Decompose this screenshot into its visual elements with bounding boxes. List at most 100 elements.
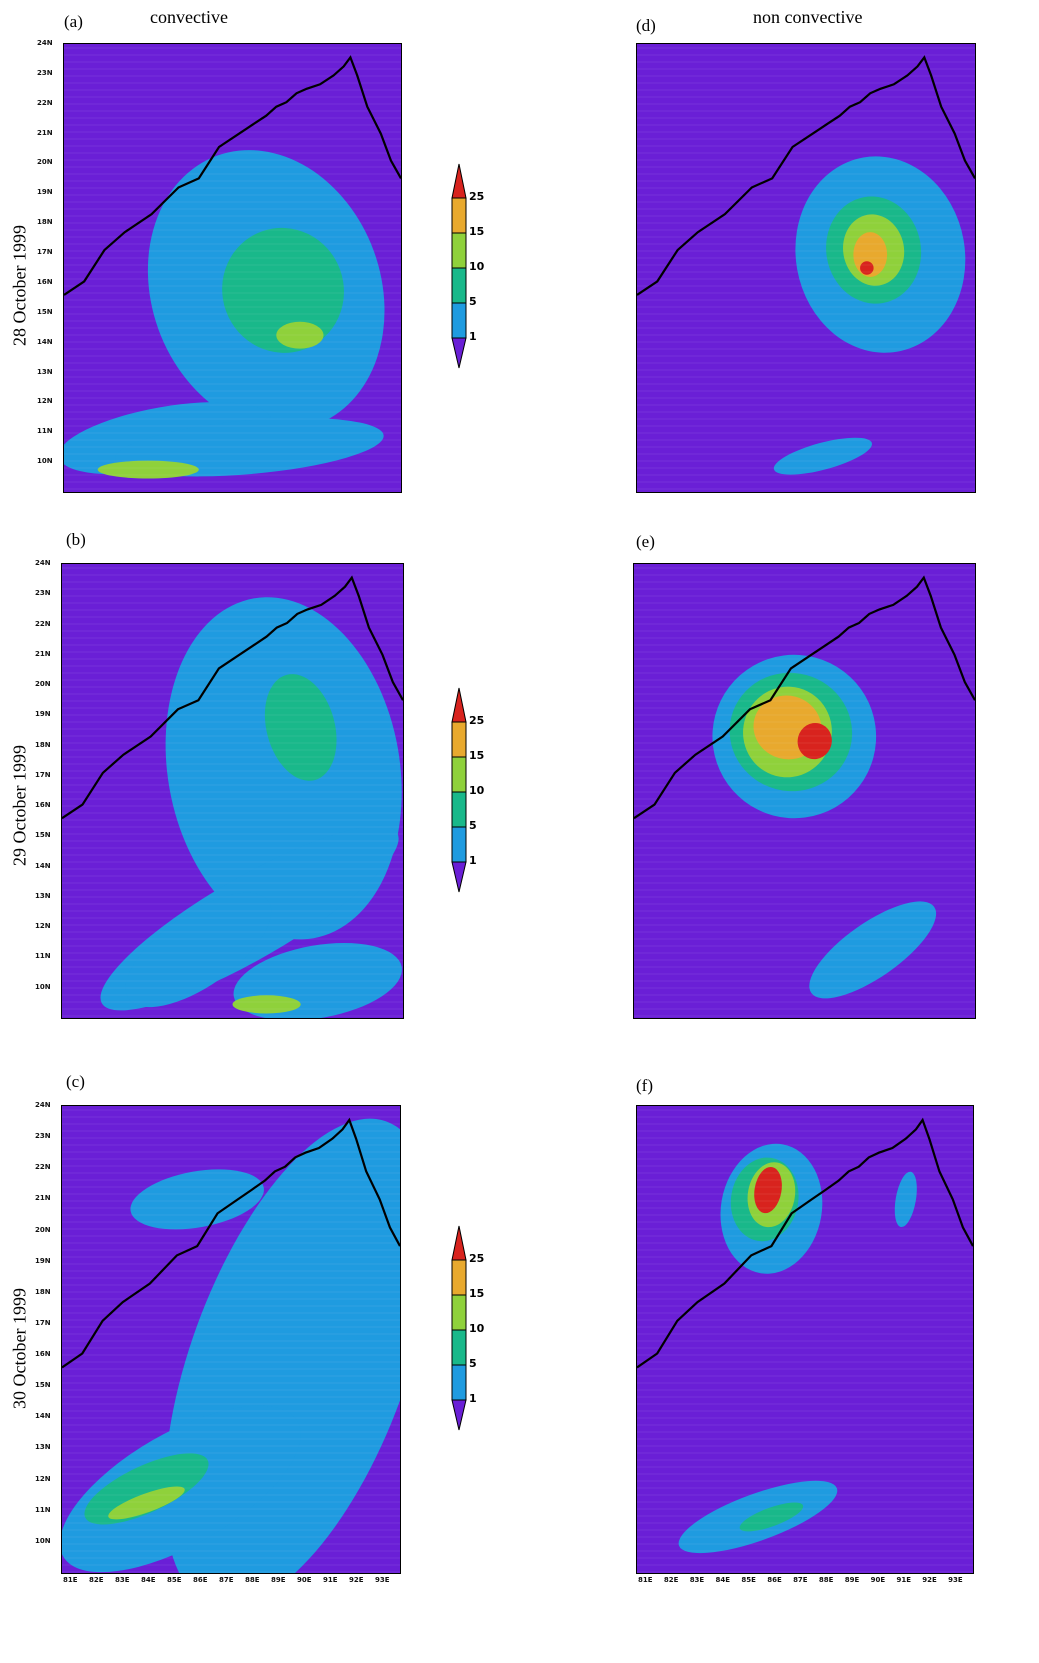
panel-label-a: (a) [64, 12, 83, 31]
y-tick-label: 22N [35, 1163, 51, 1172]
x-tick-label: 87E [793, 1576, 808, 1584]
y-tick-label: 22N [37, 98, 53, 107]
colorbar-upper-arrow [451, 163, 467, 199]
precip-region-level-5 [264, 674, 337, 781]
colorbar-level-label: 15 [469, 749, 485, 762]
coastline [634, 575, 975, 820]
y-tick-label: 19N [37, 188, 53, 197]
x-tick-label: 86E [193, 1576, 208, 1584]
map-panel-d [636, 43, 976, 493]
colorbar-row-1: 1 5 10 15 25 [449, 158, 509, 373]
colorbar-level-label: 5 [469, 1357, 477, 1370]
coastline [637, 55, 975, 296]
colorbar-level-label: 10 [469, 260, 485, 273]
y-tick-label: 17N [35, 770, 51, 779]
y-tick-label: 14N [37, 337, 53, 346]
x-tick-label: 83E [689, 1576, 705, 1584]
x-tick-label: 88E [818, 1576, 834, 1584]
y-tick-label: 19N [35, 1256, 51, 1265]
map-svg-f [637, 1109, 973, 1573]
x-tick-label: 83E [115, 1576, 130, 1584]
map-svg-c [62, 1109, 400, 1573]
colorbar-level-label: 25 [469, 1252, 485, 1265]
precip-region-level-10 [97, 460, 199, 479]
coastline [637, 1117, 973, 1369]
y-tick-label: 10N [35, 1536, 51, 1545]
colorbar-lower-arrow [451, 1399, 467, 1431]
colorbar-segment [451, 197, 467, 234]
precip-region-level-25 [797, 722, 832, 760]
colorbar-row-2: 1 5 10 15 25 [449, 682, 509, 897]
colorbar-level-label: 1 [469, 854, 477, 867]
y-tick-label: 22N [35, 619, 51, 628]
colorbar-segment [451, 232, 467, 269]
x-tick-label: 91E [323, 1576, 338, 1584]
colorbar-row-3: 1 5 10 15 25 [449, 1220, 509, 1435]
colorbar-level-label: 25 [469, 190, 485, 203]
map-panel-c [61, 1105, 401, 1574]
y-tick-label: 24N [35, 559, 51, 567]
colorbar-segment [451, 1329, 467, 1366]
y-tick-label: 17N [35, 1318, 51, 1327]
x-tick-label: 84E [141, 1576, 156, 1584]
colorbar-level-label: 10 [469, 784, 485, 797]
colorbar-segment [451, 302, 467, 339]
precip-region-level-1 [115, 417, 384, 477]
precip-region-level-1 [130, 1169, 264, 1230]
x-tick-label: 85E [741, 1576, 756, 1584]
coastline [62, 575, 403, 820]
colorbar-level-label: 1 [469, 1392, 477, 1405]
colorbar-upper-arrow [451, 687, 467, 723]
y-tick-label: 21N [37, 128, 53, 137]
column-title-convective: convective [150, 7, 228, 27]
row-label-28-oct: 28 October 1999 [9, 225, 30, 346]
y-tick-label: 20N [35, 1225, 51, 1234]
colorbar-level-label: 10 [469, 1322, 485, 1335]
x-tick-label: 89E [844, 1576, 860, 1584]
y-tick-label: 15N [37, 307, 53, 316]
colorbar-level-label: 5 [469, 295, 477, 308]
x-tick-label: 93E [948, 1576, 963, 1584]
x-tick-label: 93E [375, 1576, 390, 1584]
x-tick-label: 82E [663, 1576, 679, 1584]
y-tick-label: 11N [35, 1505, 51, 1514]
colorbar-level-label: 1 [469, 330, 477, 343]
x-tick-label: 84E [715, 1576, 731, 1584]
x-tick-label: 89E [271, 1576, 286, 1584]
precip-region-level-1 [809, 901, 937, 999]
y-tick-label: 14N [35, 861, 51, 870]
colorbar-upper-arrow [451, 1225, 467, 1261]
map-panel-b [61, 563, 404, 1019]
x-tick-label: 92E [349, 1576, 364, 1584]
map-svg-d [637, 47, 975, 490]
y-tick-label: 12N [35, 922, 51, 931]
colorbar-lower-arrow [451, 861, 467, 893]
y-tick-label: 10N [37, 457, 53, 466]
y-tick-label: 15N [35, 1381, 51, 1390]
precip-region-level-10 [276, 321, 324, 349]
y-tick-label: 12N [35, 1474, 51, 1483]
y-tick-label: 24N [37, 39, 53, 47]
colorbar-segment [451, 1294, 467, 1331]
panel-label-f: (f) [636, 1076, 653, 1095]
map-panel-a [63, 43, 402, 493]
x-tick-label: 86E [767, 1576, 782, 1584]
precip-region-level-25 [860, 261, 874, 275]
colorbar-segment [451, 1259, 467, 1296]
precip-region-level-5 [222, 227, 344, 353]
row-label-30-oct: 30 October 1999 [9, 1288, 30, 1409]
colorbar-lower-arrow [451, 337, 467, 369]
y-tick-label: 23N [35, 1132, 51, 1141]
colorbar-segment [451, 1364, 467, 1401]
colorbar-level-label: 15 [469, 225, 485, 238]
y-tick-label: 16N [37, 277, 53, 286]
y-tick-label: 11N [35, 952, 51, 961]
x-tick-label: 88E [245, 1576, 260, 1584]
y-tick-label: 17N [37, 248, 53, 257]
y-tick-label: 15N [35, 831, 51, 840]
colorbar-segment [451, 826, 467, 863]
colorbar-segment [451, 791, 467, 828]
precip-region-level-5 [84, 1453, 209, 1525]
y-tick-label: 18N [37, 218, 53, 227]
y-tick-label: 12N [37, 397, 53, 406]
